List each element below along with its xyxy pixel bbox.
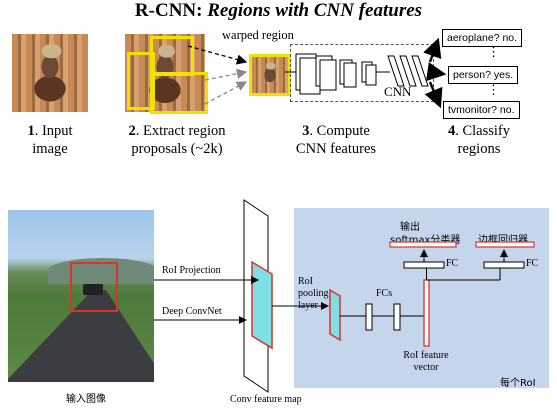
feature-map-roi bbox=[251, 260, 273, 350]
roi-box-on-image bbox=[70, 262, 118, 312]
output-person: person? yes. bbox=[448, 66, 519, 84]
step-3-line1: Compute bbox=[316, 123, 370, 139]
proposal-box-1 bbox=[127, 52, 155, 110]
roi-projection-label: RoI Projection bbox=[162, 265, 221, 276]
step-3-line2: CNN features bbox=[295, 141, 377, 157]
roi-feature-line2: vector bbox=[413, 362, 439, 373]
deep-convnet-label: Deep ConvNet bbox=[162, 306, 222, 317]
title-main: R-CNN: bbox=[134, 0, 208, 21]
fc-right-label: FC bbox=[526, 258, 539, 269]
step-4-line2: regions bbox=[457, 141, 501, 157]
step-4-num: 4 bbox=[447, 123, 456, 139]
output-aeroplane: aeroplane? no. bbox=[442, 29, 523, 47]
fcs-label: FCs bbox=[376, 288, 393, 299]
step-1-line1: Input bbox=[41, 123, 73, 139]
roi-pooling-line1: RoI bbox=[298, 276, 313, 287]
step-4-line1: Classify bbox=[462, 123, 511, 139]
step-1-line2: image bbox=[32, 141, 68, 157]
roi-pooling-line2: pooling bbox=[298, 288, 329, 299]
proposal-box-3 bbox=[150, 72, 208, 114]
arrow-aeroplane bbox=[423, 37, 442, 63]
fc-left-layer bbox=[403, 261, 445, 269]
ellipsis-1: ⋮ bbox=[487, 44, 500, 59]
bbox-output-bar bbox=[475, 241, 535, 248]
step-2-caption: 2. Extract region proposals (~2k) bbox=[128, 123, 226, 157]
warped-region-image bbox=[249, 54, 291, 96]
proposal-arrow-1 bbox=[187, 45, 248, 65]
step-2-line1: Extract region bbox=[142, 123, 226, 139]
step-4-caption: 4. Classify regions bbox=[447, 123, 511, 157]
warped-region-label: warped region bbox=[222, 28, 294, 42]
fc-block-1 bbox=[365, 303, 373, 331]
step-3-num: 3 bbox=[302, 123, 310, 139]
roi-feature-vector bbox=[423, 279, 430, 347]
softmax-output-bar bbox=[389, 241, 457, 248]
road-input-image bbox=[8, 210, 154, 382]
arrow-tvmonitor bbox=[424, 81, 443, 109]
diagram-title: R-CNN: Regions with CNN features bbox=[0, 0, 557, 22]
roi-feature-vector-label: RoI feature vector bbox=[396, 350, 456, 374]
roi-pooling-block bbox=[329, 288, 341, 342]
step-2-line2: proposals (~2k) bbox=[131, 141, 223, 157]
conv-feature-map-label: Conv feature map bbox=[230, 394, 302, 405]
step-3-caption: 3. Compute CNN features bbox=[295, 123, 377, 157]
arrow-person bbox=[426, 62, 447, 82]
input-image-horse-rider bbox=[12, 34, 88, 112]
cnn-fc-layers bbox=[387, 55, 429, 87]
step-2-num: 2 bbox=[128, 123, 136, 139]
per-roi-label: 每个RoI bbox=[500, 378, 536, 389]
step-1-caption: 1. Input image bbox=[27, 123, 73, 157]
bbox-regressor-label: 边框回归器 bbox=[478, 235, 528, 246]
output-tvmonitor: tvmonitor? no. bbox=[443, 101, 520, 119]
fc-right-layer bbox=[483, 261, 525, 269]
cnn-label: CNN bbox=[384, 84, 412, 99]
title-italic: Regions with CNN features bbox=[207, 0, 423, 21]
fc-left-label: FC bbox=[446, 258, 459, 269]
road-car bbox=[83, 284, 103, 295]
ellipsis-2: ⋮ bbox=[487, 82, 500, 97]
roi-feature-line1: RoI feature bbox=[403, 350, 449, 361]
output-label: 输出 bbox=[400, 222, 420, 233]
step-1-num: 1 bbox=[27, 123, 35, 139]
proposal-arrow-3 bbox=[204, 81, 248, 105]
fc-block-2 bbox=[393, 303, 401, 331]
cnn-layers bbox=[295, 53, 377, 95]
softmax-label: softmax分类器 bbox=[390, 235, 461, 246]
input-caption: 输入图像 bbox=[66, 394, 106, 405]
